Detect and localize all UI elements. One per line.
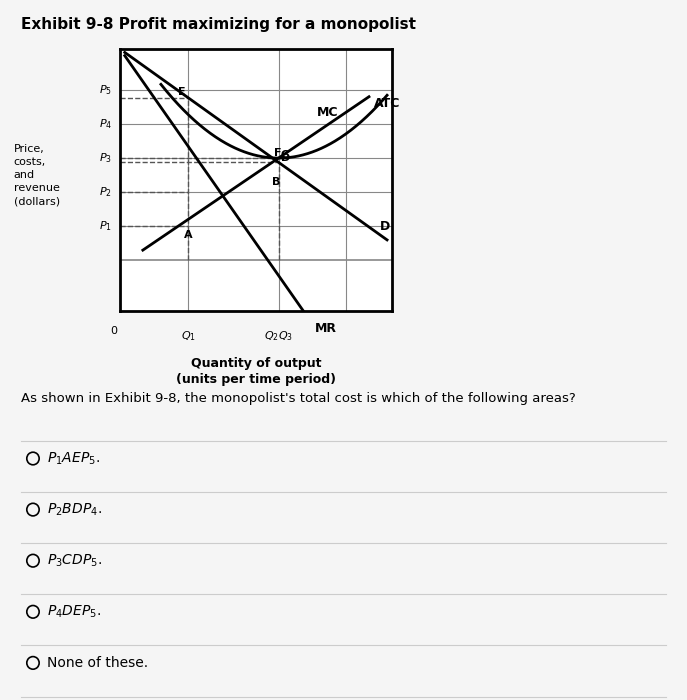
- Text: $P_2BDP_4.$: $P_2BDP_4.$: [47, 501, 102, 518]
- Text: 0: 0: [110, 326, 117, 335]
- Text: C: C: [281, 150, 289, 160]
- Text: $P_4DEP_5.$: $P_4DEP_5.$: [47, 603, 101, 620]
- Text: $P_4$: $P_4$: [99, 117, 112, 131]
- Text: MC: MC: [317, 106, 339, 119]
- Text: $P_1AEP_5.$: $P_1AEP_5.$: [47, 450, 100, 467]
- Text: D: D: [281, 153, 290, 162]
- Text: ATC: ATC: [374, 97, 400, 110]
- Text: As shown in Exhibit 9-8, the monopolist's total cost is which of the following a: As shown in Exhibit 9-8, the monopolist'…: [21, 392, 575, 405]
- Text: $P_1$: $P_1$: [99, 219, 112, 233]
- Text: F: F: [275, 148, 282, 158]
- Text: $P_3$: $P_3$: [99, 151, 112, 165]
- Text: $Q_2Q_3$: $Q_2Q_3$: [264, 329, 293, 343]
- Text: E: E: [178, 87, 185, 97]
- Text: None of these.: None of these.: [47, 656, 148, 670]
- Text: B: B: [272, 177, 280, 188]
- Text: $Q_1$: $Q_1$: [181, 329, 196, 343]
- Text: Price,
costs,
and
revenue
(dollars): Price, costs, and revenue (dollars): [14, 144, 60, 206]
- Text: Quantity of output
(units per time period): Quantity of output (units per time perio…: [176, 357, 336, 386]
- Text: $P_2$: $P_2$: [99, 186, 112, 199]
- Text: A: A: [183, 230, 192, 239]
- Text: $P_5$: $P_5$: [99, 83, 112, 97]
- Text: Exhibit 9-8 Profit maximizing for a monopolist: Exhibit 9-8 Profit maximizing for a mono…: [21, 18, 416, 32]
- Text: MR: MR: [315, 322, 337, 335]
- Text: D: D: [381, 220, 390, 233]
- Text: $P_3CDP_5.$: $P_3CDP_5.$: [47, 552, 102, 569]
